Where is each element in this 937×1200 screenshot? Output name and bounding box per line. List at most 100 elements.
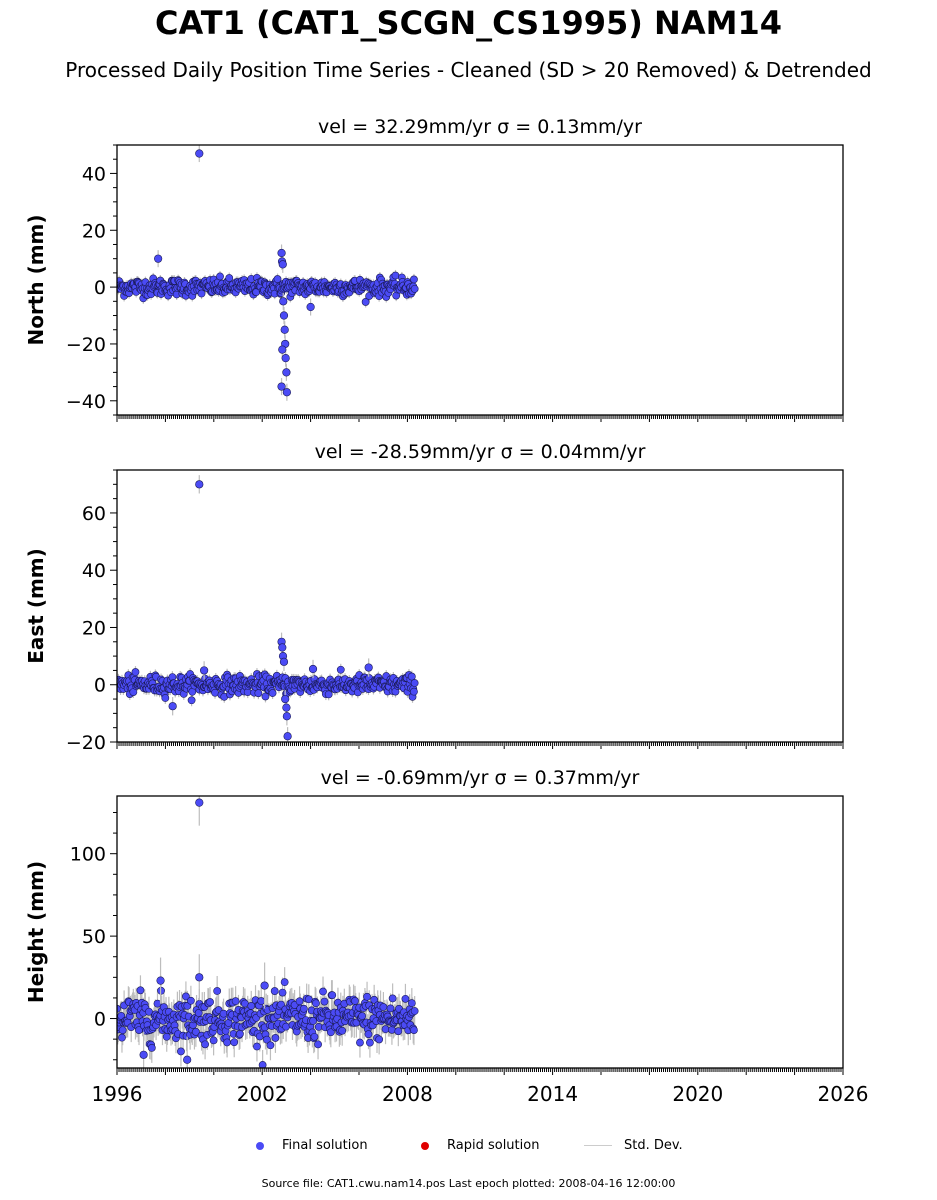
data-point xyxy=(277,248,286,258)
data-point xyxy=(351,996,359,1005)
data-point xyxy=(282,388,291,397)
data-point xyxy=(200,666,209,675)
data-point xyxy=(162,1032,171,1041)
data-point xyxy=(268,689,277,697)
data-point xyxy=(314,1040,322,1049)
data-point xyxy=(379,1003,388,1011)
data-point xyxy=(273,275,282,283)
data-point xyxy=(282,1022,290,1031)
data-point xyxy=(147,1043,156,1052)
data-point xyxy=(391,271,400,280)
data-point xyxy=(306,302,315,312)
data-point xyxy=(410,687,418,696)
y-tick-label: 60 xyxy=(82,503,106,525)
x-tick-label: 2008 xyxy=(382,1082,433,1106)
data-point xyxy=(139,1050,148,1059)
final-marker-icon xyxy=(256,1141,264,1150)
data-point xyxy=(280,325,289,334)
y-tick-label: 50 xyxy=(82,926,106,948)
std-line-icon xyxy=(584,1145,612,1146)
data-point xyxy=(324,690,333,699)
data-point xyxy=(195,973,204,982)
data-point xyxy=(253,1042,261,1051)
data-point xyxy=(254,689,263,698)
data-point xyxy=(278,260,287,269)
data-point xyxy=(361,298,370,306)
data-point xyxy=(295,997,304,1006)
y-tick-label: 20 xyxy=(82,617,106,639)
data-point xyxy=(364,663,373,672)
data-point xyxy=(216,272,224,281)
data-point xyxy=(206,998,214,1006)
data-point xyxy=(195,480,204,489)
data-point xyxy=(310,1032,319,1041)
data-point xyxy=(182,992,190,1001)
data-point xyxy=(278,988,287,997)
y-tick-label: 20 xyxy=(82,220,106,242)
data-point xyxy=(118,1026,127,1035)
axes-frame xyxy=(116,469,844,743)
y-tick-label: −20 xyxy=(66,732,106,754)
data-point xyxy=(260,981,269,990)
data-point xyxy=(278,345,287,354)
data-point xyxy=(161,694,170,702)
data-point xyxy=(336,665,345,674)
data-point xyxy=(230,1038,239,1047)
data-point xyxy=(407,999,416,1008)
data-point xyxy=(410,1007,419,1015)
data-point xyxy=(375,1035,384,1044)
data-point xyxy=(283,732,292,741)
data-point xyxy=(410,679,419,687)
data-point xyxy=(168,702,177,711)
legend-std: Std. Dev. xyxy=(584,1138,683,1153)
x-tick-label: 2002 xyxy=(237,1082,288,1106)
data-point xyxy=(213,987,222,995)
data-point xyxy=(194,1009,203,1017)
data-point xyxy=(394,1027,403,1036)
data-point xyxy=(231,997,240,1006)
panel-title: vel = -28.59mm/yr σ = 0.04mm/yr xyxy=(315,441,646,463)
source-note: Source file: CAT1.cwu.nam14.pos Last epo… xyxy=(261,1177,676,1190)
data-point xyxy=(257,997,266,1005)
data-point xyxy=(201,1040,209,1049)
data-point xyxy=(136,986,145,995)
data-point xyxy=(386,1004,395,1013)
y-axis-label: North (mm) xyxy=(24,214,48,345)
legend-final: Final solution xyxy=(256,1138,368,1153)
plot-area-north xyxy=(117,145,419,401)
data-point xyxy=(219,1009,228,1018)
data-point xyxy=(236,1030,244,1038)
data-point xyxy=(280,978,289,987)
data-point xyxy=(266,1041,275,1050)
data-point xyxy=(410,1026,418,1034)
rapid-marker-icon xyxy=(421,1141,429,1150)
chart-title: CAT1 (CAT1_SCGN_CS1995) NAM14 xyxy=(155,4,782,42)
data-point xyxy=(258,1061,267,1068)
x-tick-label: 2020 xyxy=(672,1082,723,1106)
plot-area-east xyxy=(117,475,419,742)
y-axis-label: East (mm) xyxy=(24,548,48,664)
y-tick-label: −20 xyxy=(66,334,106,356)
data-point xyxy=(282,703,291,712)
data-point xyxy=(308,664,318,674)
data-point xyxy=(338,1026,347,1035)
data-point xyxy=(262,1035,271,1044)
data-point xyxy=(410,275,418,284)
data-point xyxy=(282,712,291,721)
panel-title: vel = 32.29mm/yr σ = 0.13mm/yr xyxy=(318,116,642,138)
legend-std-label: Std. Dev. xyxy=(624,1138,683,1153)
y-tick-label: 0 xyxy=(94,277,106,299)
data-point xyxy=(407,672,416,681)
data-point xyxy=(191,1027,200,1036)
data-point xyxy=(281,694,290,704)
x-tick-label: 2014 xyxy=(527,1082,578,1106)
data-point xyxy=(388,994,397,1003)
data-point xyxy=(177,1047,185,1056)
y-axis-label: Height (mm) xyxy=(24,861,48,1003)
x-tick-label: 2026 xyxy=(818,1082,869,1106)
data-point xyxy=(186,996,195,1005)
data-point xyxy=(410,284,419,293)
data-point xyxy=(187,696,196,705)
plot-area-height xyxy=(117,796,419,1068)
panel-title: vel = -0.69mm/yr σ = 0.37mm/yr xyxy=(321,767,640,789)
